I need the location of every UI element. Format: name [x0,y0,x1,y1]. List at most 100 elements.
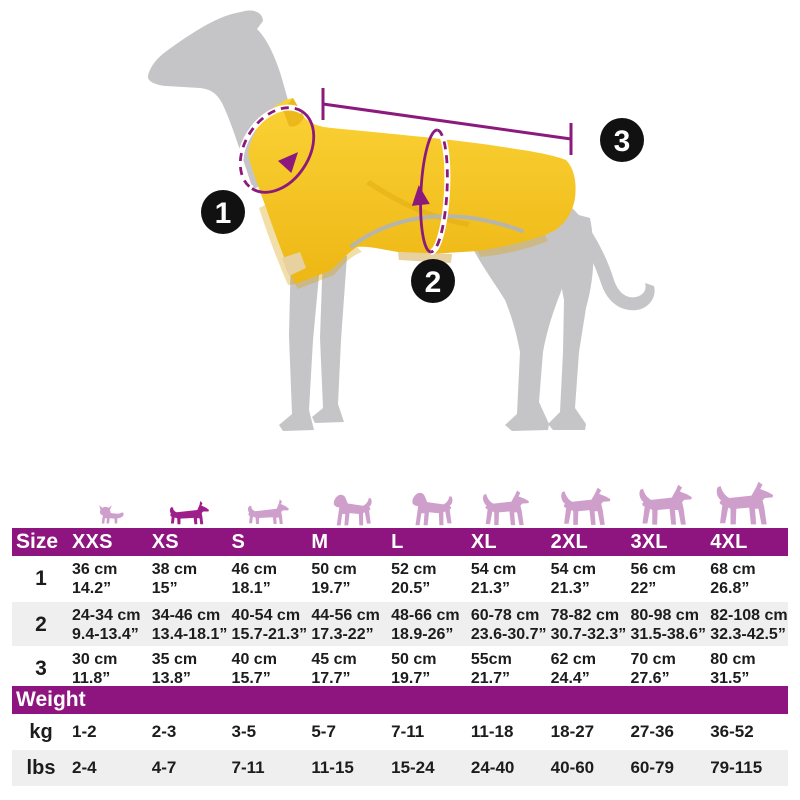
marker-1-label: 1 [215,197,232,230]
measurement-cell: 52 cm 20.5” [389,556,469,602]
back-length-line [321,88,573,155]
weight-cell: 40-60 [550,758,595,777]
size-col-header-XL: XL [470,530,497,553]
value-cm: 38 cm [151,561,198,578]
breed-icon-cell-XL [469,480,549,528]
measurement-row-3: 3 30 cm 11.8” 35 cm 13.8” 40 cm 15.7” 45 cm 17.7… [12,646,788,687]
measurement-cell: 44-56 cm 17.3-22” [309,602,389,648]
size-col-header-S: S [231,530,246,553]
value-cm: 52 cm [391,561,437,578]
weight-cell: 3-5 [231,722,257,741]
value-cm: 46 cm [231,561,277,578]
value-inches: 21.7” [470,670,511,687]
value-inches: 17.7” [311,670,351,687]
measurement-cell: 30 cm 11.8” [70,646,150,692]
value-inches: 23.6-30.7” [470,626,547,643]
dog-front-leg-far [312,252,347,423]
pit-bull-icon [483,490,530,526]
value-cm: 80-98 cm [630,607,699,624]
weight-cell: 18-27 [550,722,595,741]
chihuahua-icon [99,505,124,524]
value-cm: 56 cm [630,561,676,578]
value-inches: 32.3-42.5” [710,626,786,643]
measurement-cell: 50 cm 19.7” [389,646,469,692]
marker-3-label: 3 [614,125,631,158]
value-cm: 24-34 cm [72,607,141,624]
measurement-cell: 36 cm 14.2” [70,556,150,602]
value-inches: 19.7” [391,670,431,687]
value-cm: 62 cm [550,651,597,668]
german-shepherd-icon [561,487,611,525]
breed-icon-cell-3XL [628,480,708,528]
measurement-illustration: 1 2 3 [147,10,655,431]
dog-hindquarter-leg [468,213,570,431]
value-cm: 34-46 cm [151,607,221,624]
value-cm: 54 cm [550,561,597,578]
size-header-row: Size XXS XS S M L XL 2XL 3XL 4XL [12,528,788,556]
reflective-stripe [350,214,524,248]
weight-cell: 36-52 [710,722,754,741]
value-inches: 13.8” [151,670,191,687]
value-cm: 35 cm [151,651,198,668]
weight-cell: 2-4 [72,758,97,777]
size-chart-table: Size XXS XS S M L XL 2XL 3XL 4XL 1 36 cm 14.2” 38 c… [12,480,788,786]
measurement-cell: 56 cm 22” [628,556,708,602]
measurement-row-label: 1 [35,567,47,590]
value-cm: 70 cm [630,651,676,668]
measurement-cell: 46 cm 18.1” [230,556,310,602]
size-col-header-M: M [311,530,329,553]
measurement-cell: 50 cm 19.7” [309,556,389,602]
value-inches: 19.7” [311,580,351,597]
measurement-rows: 1 36 cm 14.2” 38 cm 15” 46 cm 18.1” 50 cm 19.7” 5… [12,556,788,687]
measurement-row-2: 2 24-34 cm 9.4-13.4” 34-46 cm 13.4-18.1” 40-5… [12,602,788,646]
value-inches: 18.9-26” [391,626,454,643]
bull-terrier-icon [412,492,453,526]
dog-hind-leg-far [548,210,594,430]
weight-row-kg: kg 1-2 2-3 3-5 5-7 7-11 11-18 18-27 27-36 36-52 [12,714,788,750]
value-cm: 50 cm [311,561,357,578]
measurement-cell: 45 cm 17.7” [309,646,389,692]
neck-arrow-icon [277,152,299,173]
neck-girth-ellipse [237,104,316,194]
value-cm: 54 cm [470,561,517,578]
value-inches: 22” [630,580,657,597]
breed-icon-cell-2XL [549,480,629,528]
breed-icon-cell-L [389,480,469,528]
measurement-arrows [277,152,430,206]
value-cm: 30 cm [72,651,118,668]
weight-cell: 60-79 [630,758,674,777]
value-inches: 17.3-22” [311,626,374,643]
value-inches: 20.5” [391,580,431,597]
coat-body [248,98,576,284]
measurement-cell: 78-82 cm 30.7-32.3” [549,602,629,648]
great-dane-icon [716,481,774,525]
value-inches: 11.8” [72,670,111,687]
measurement-row-label: 2 [35,613,47,636]
dachshund-icon [169,501,209,525]
weight-cell: 24-40 [470,758,515,777]
value-inches: 31.5-38.6” [630,626,707,643]
weight-label: Weight [16,688,86,711]
marker-1-circle [201,190,245,234]
value-inches: 31.5” [710,670,750,687]
size-col-header-2XL: 2XL [550,530,588,553]
measurement-cell: 80 cm 31.5” [708,646,788,692]
value-cm: 55cm [470,651,512,668]
value-cm: 44-56 cm [311,607,380,624]
value-inches: 14.2” [72,580,112,597]
weight-row-label: kg [29,720,53,743]
measurement-cell: 55cm 21.7” [469,646,549,692]
breed-icon-cell-XXS [70,480,150,528]
value-cm: 40 cm [231,651,277,668]
dog-coat [248,98,576,289]
value-inches: 21.3” [550,580,590,597]
measurement-cell: 24-34 cm 9.4-13.4” [70,602,150,648]
value-cm: 45 cm [311,651,357,668]
value-cm: 48-66 cm [391,607,460,624]
marker-2-circle [411,259,455,303]
value-inches: 15.7-21.3” [231,626,308,643]
size-header-label: Size [16,530,59,553]
size-col-header-L: L [391,530,404,553]
value-inches: 9.4-13.4” [72,626,139,643]
size-col-header-XS: XS [151,530,179,553]
